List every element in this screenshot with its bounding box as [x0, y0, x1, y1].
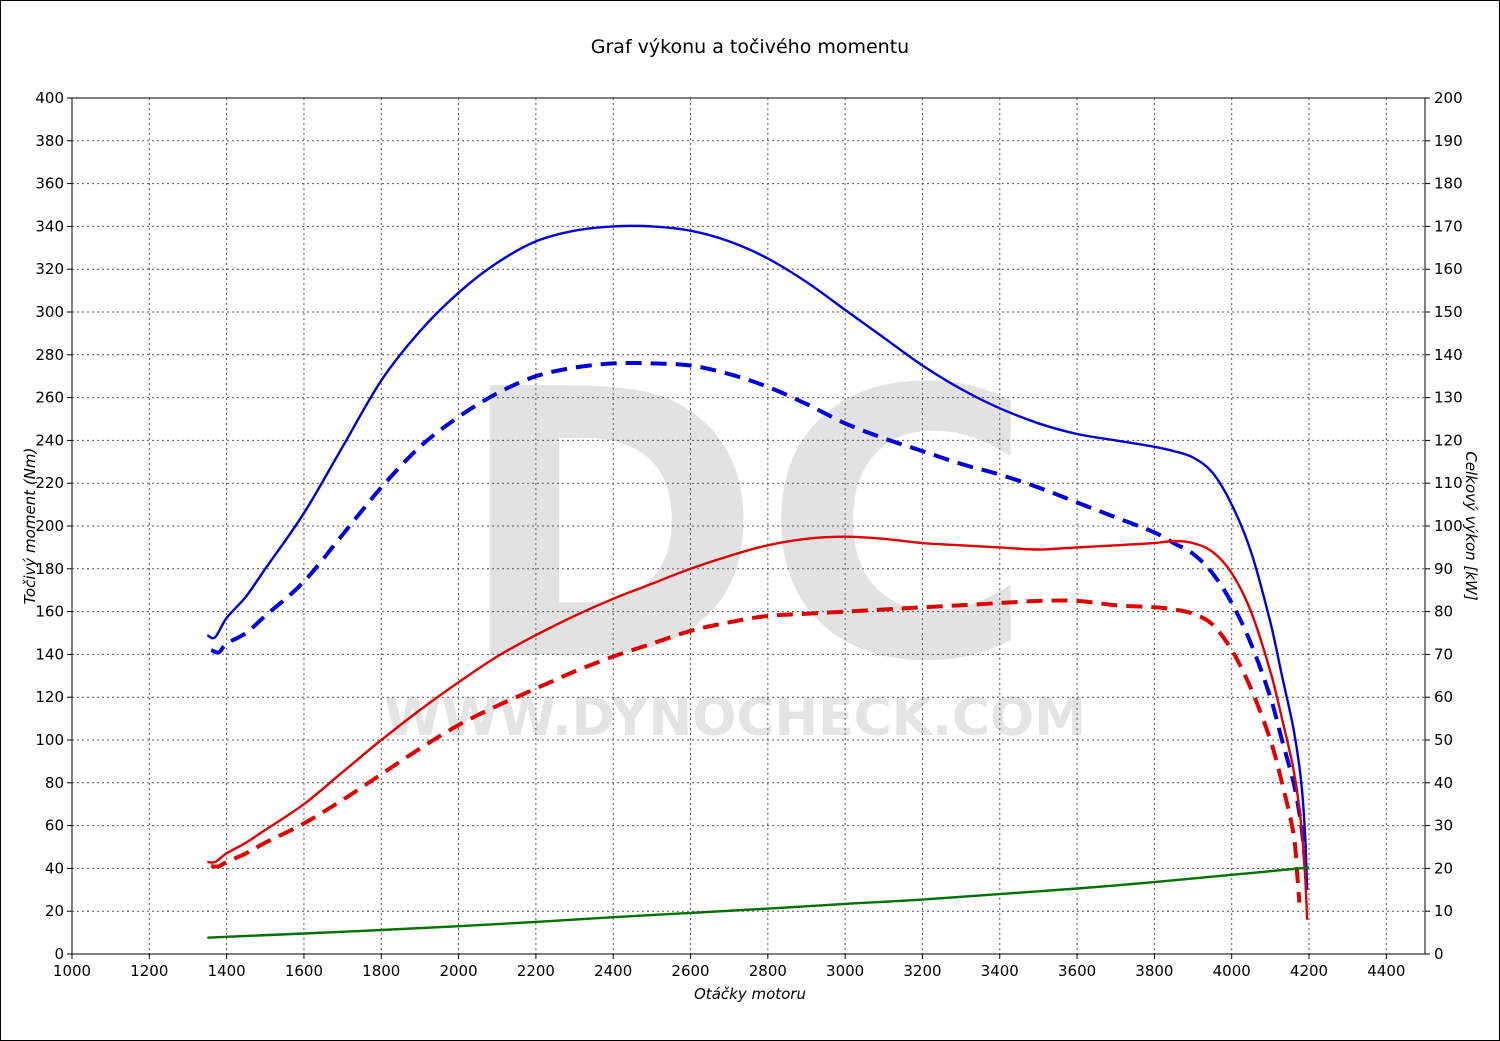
y-left-tick-label: 240: [35, 431, 64, 449]
y-left-tick-label: 360: [35, 175, 64, 193]
axis-ticks: 1000 1200 1400 1600 1800 2000 2200 2400 2600 2800…: [35, 89, 1462, 980]
y-left-tick-label: 80: [45, 774, 64, 792]
power-solid-line: [207, 535, 1309, 920]
y-right-tick-label: 110: [1434, 474, 1463, 492]
y-axis-left-title: Točivý moment (Nm): [21, 448, 39, 605]
grid: [72, 97, 1425, 954]
y-axis-right-title: Celkový výkon [kW]: [1462, 451, 1480, 601]
x-tick-label: 1600: [285, 962, 323, 980]
y-left-tick-label: 160: [35, 603, 64, 621]
watermark-url: WWW.DYNOCHECK.COM: [384, 688, 1086, 748]
torque-solid-line: [206, 224, 1309, 890]
y-left-tick-label: 100: [35, 731, 64, 749]
y-left-tick-label: 280: [35, 346, 64, 364]
x-tick-label: 1000: [53, 962, 91, 980]
x-tick-label: 2400: [594, 962, 632, 980]
y-right-tick-label: 70: [1434, 645, 1453, 663]
losses-line: [207, 866, 1310, 939]
watermark: DC WWW.DYNOCHECK.COM: [384, 313, 1086, 748]
power-dashed-line: [211, 598, 1302, 903]
y-left-tick-label: 320: [35, 260, 64, 278]
x-tick-label: 3400: [981, 962, 1019, 980]
x-tick-label: 3800: [1135, 962, 1173, 980]
x-tick-label: 2600: [671, 962, 709, 980]
y-right-tick-label: 140: [1434, 346, 1463, 364]
y-left-tick-label: 0: [54, 945, 64, 963]
y-left-tick-label: 140: [35, 645, 64, 663]
y-left-tick-label: 220: [35, 474, 64, 492]
y-right-tick-label: 40: [1434, 774, 1453, 792]
y-left-tick-label: 120: [35, 688, 64, 706]
series-lines: [206, 224, 1310, 939]
x-tick-label: 1800: [362, 962, 400, 980]
y-right-tick-label: 50: [1434, 731, 1453, 749]
y-right-tick-label: 60: [1434, 688, 1453, 706]
y-left-tick-label: 40: [45, 859, 64, 877]
y-right-tick-label: 30: [1434, 817, 1453, 835]
x-tick-label: 3200: [903, 962, 941, 980]
x-tick-label: 4200: [1290, 962, 1328, 980]
y-right-tick-label: 150: [1434, 303, 1463, 321]
y-left-tick-label: 20: [45, 902, 64, 920]
y-left-tick-label: 200: [35, 517, 64, 535]
y-right-tick-label: 0: [1434, 945, 1444, 963]
x-tick-label: 2000: [439, 962, 477, 980]
y-right-tick-label: 10: [1434, 902, 1453, 920]
x-tick-label: 2200: [517, 962, 555, 980]
y-left-tick-label: 380: [35, 132, 64, 150]
y-left-tick-label: 180: [35, 560, 64, 578]
y-right-tick-label: 90: [1434, 560, 1453, 578]
y-left-tick-label: 400: [35, 89, 64, 107]
y-right-tick-label: 200: [1434, 89, 1463, 107]
x-tick-label: 1200: [130, 962, 168, 980]
y-left-tick-label: 300: [35, 303, 64, 321]
y-left-tick-label: 60: [45, 817, 64, 835]
watermark-logo: DC: [456, 313, 1035, 743]
x-tick-label: 4000: [1213, 962, 1251, 980]
y-right-tick-label: 180: [1434, 175, 1463, 193]
x-axis-title: Otáčky motoru: [694, 985, 806, 1003]
y-right-tick-label: 190: [1434, 132, 1463, 150]
chart-title: Graf výkonu a točivého momentu: [591, 36, 909, 58]
x-tick-label: 4400: [1367, 962, 1405, 980]
x-tick-label: 3600: [1058, 962, 1096, 980]
y-right-tick-label: 100: [1434, 517, 1463, 535]
y-left-tick-label: 340: [35, 217, 64, 235]
y-right-tick-label: 170: [1434, 217, 1463, 235]
y-right-tick-label: 130: [1434, 389, 1463, 407]
x-tick-label: 2800: [749, 962, 787, 980]
torque-dashed-line: [210, 360, 1308, 865]
x-tick-label: 3000: [826, 962, 864, 980]
x-tick-label: 1400: [208, 962, 246, 980]
y-right-tick-label: 160: [1434, 260, 1463, 278]
y-right-tick-label: 80: [1434, 603, 1453, 621]
y-left-tick-label: 260: [35, 389, 64, 407]
y-right-tick-label: 20: [1434, 859, 1453, 877]
y-right-tick-label: 120: [1434, 431, 1463, 449]
